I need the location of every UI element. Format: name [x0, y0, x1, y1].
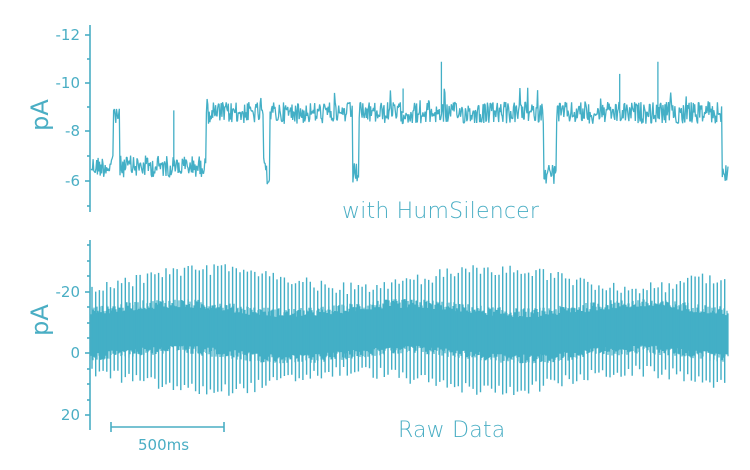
bottom-y-axis-label: pA: [26, 304, 54, 336]
top-panel-caption: with HumSilencer: [342, 199, 540, 224]
top-trace-humsilencer: [90, 61, 729, 185]
bottom-tick-label: 0: [70, 344, 80, 362]
top-tick-label: -12: [55, 26, 81, 44]
top-tick-label: -6: [65, 172, 80, 190]
bottom-panel-caption: Raw Data: [398, 418, 506, 443]
bottom-trace-raw: [90, 264, 729, 396]
scale-bar: [110, 422, 225, 432]
bottom-tick-label: 20: [60, 406, 80, 424]
top-y-axis: [85, 25, 91, 212]
top-tick-label: -10: [55, 74, 81, 92]
top-tick-label: -8: [65, 122, 80, 140]
scale-bar-label: 500ms: [138, 436, 190, 454]
bottom-tick-label: -20: [55, 283, 81, 301]
bottom-y-axis: [85, 240, 91, 430]
